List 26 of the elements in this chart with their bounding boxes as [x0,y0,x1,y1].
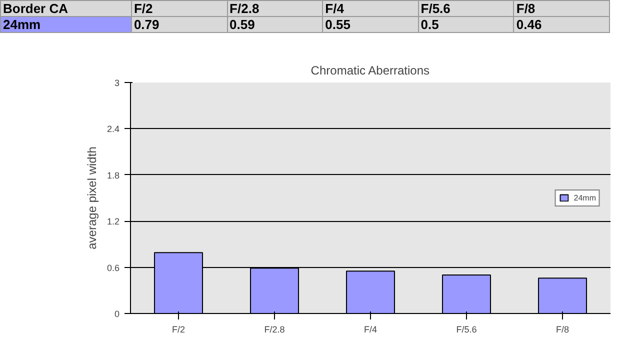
x-tick-label: F/8 [556,324,570,334]
data-label: 0.5 [418,16,514,32]
y-tick-label: 0.6 [106,262,120,273]
y-tick-label: 0 [114,309,120,319]
y-axis-title: average pixel width [84,146,99,250]
legend-label: 24mm [574,193,596,202]
category-label: F/2 [134,1,153,16]
x-tick-label: F/4 [364,324,378,334]
x-tick-label: F/5.6 [456,324,477,334]
y-tick-label: 1.8 [106,170,120,180]
data-label: 0.79 [131,16,228,32]
y-tick-label: 2.4 [106,124,120,134]
y-tick-label: 1.2 [106,216,120,227]
category-label: F/5.6 [420,1,450,16]
x-tick-label: F/2.8 [264,324,285,334]
data-label: 0.55 [322,16,418,32]
y-tick-label: 3 [114,78,120,88]
category-label: F/8 [516,1,536,16]
data-label: 0.59 [227,16,323,32]
x-tick-label: F/2 [172,324,186,334]
text: 24mm [3,17,41,32]
category-label: F/2.8 [230,1,260,16]
data-label: 0.46 [514,16,610,32]
chart-title: Chromatic Aberrations [310,64,430,78]
text: Border CA [0,0,132,16]
category-label: F/4 [325,1,344,16]
